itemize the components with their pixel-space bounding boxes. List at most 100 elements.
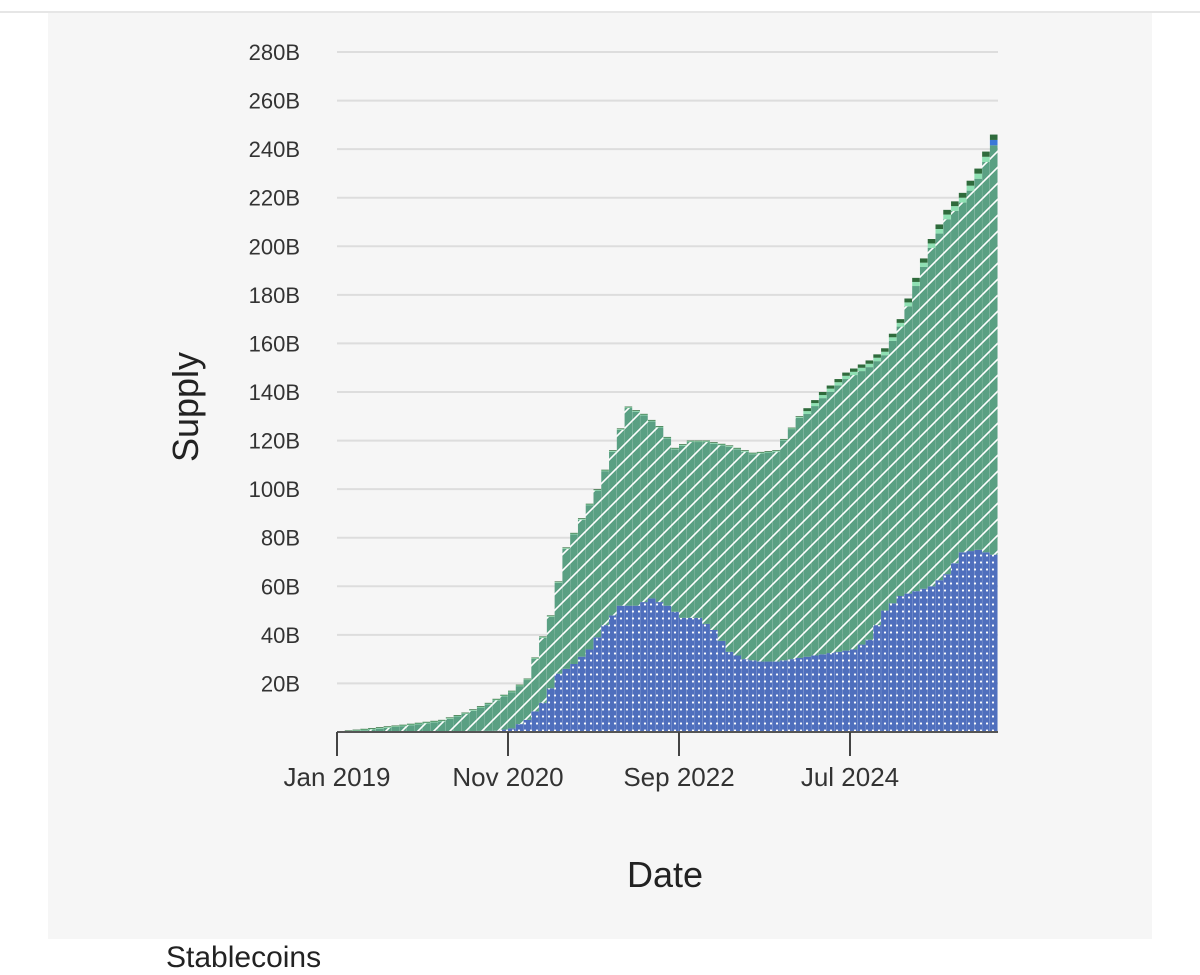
bar-series-3 [982, 157, 990, 162]
bar-series-2 [741, 452, 749, 659]
bar-series-2 [780, 440, 788, 660]
bar-series-2 [772, 452, 780, 662]
bar-series-3 [679, 445, 687, 446]
bar-series-3 [881, 352, 889, 355]
bar-series-5 [990, 135, 998, 140]
bar-series-5 [469, 709, 477, 710]
bar-series-3 [423, 723, 431, 724]
bar-series-1 [749, 660, 757, 732]
bar-series-2 [609, 452, 617, 616]
bar-series-5 [594, 489, 602, 490]
bar-series-2 [959, 203, 967, 553]
bar-series-2 [757, 453, 765, 661]
bar-series-2 [788, 429, 796, 659]
bar-series-5 [897, 319, 905, 323]
bar-series-5 [562, 547, 570, 548]
bar-series-1 [889, 603, 897, 732]
bar-series-2 [866, 367, 874, 640]
bar-series-3 [477, 707, 485, 708]
bar-series-1 [609, 615, 617, 732]
bar-series-3 [640, 415, 648, 416]
bar-series-1 [803, 657, 811, 732]
bar-series-5 [718, 444, 726, 445]
bar-series-2 [889, 341, 897, 603]
bar-series-3 [912, 282, 920, 286]
bar-series-3 [485, 704, 493, 705]
bar-series-1 [531, 711, 539, 732]
bar-series-3 [578, 519, 586, 520]
bar-series-2 [920, 267, 928, 589]
bar-series-2 [671, 449, 679, 611]
bar-series-3 [547, 616, 555, 617]
bar-series-1 [586, 649, 594, 732]
bar-series-5 [384, 726, 392, 727]
bar-series-5 [811, 400, 819, 403]
bar-series-2 [648, 421, 656, 598]
bar-series-3 [936, 229, 944, 234]
bar-series-5 [376, 727, 384, 728]
bar-series-2 [733, 449, 741, 655]
bar-series-3 [500, 695, 508, 696]
y-tick-labels: 20B40B60B80B100B120B140B160B180B200B220B… [249, 40, 300, 696]
bar-series-3 [555, 582, 563, 583]
bar-series-1 [897, 596, 905, 732]
bar-series-2 [850, 375, 858, 649]
bar-series-2 [679, 446, 687, 618]
bar-series-5 [803, 408, 811, 411]
bar-series-2 [943, 219, 951, 574]
bar-series-2 [819, 398, 827, 654]
bar-series-3 [687, 441, 695, 442]
bar-series-3 [376, 728, 384, 729]
bar-series-1 [881, 611, 889, 732]
bar-series-5 [555, 581, 563, 582]
bar-series-5 [461, 713, 469, 714]
bar-series-5 [601, 470, 609, 471]
bar-series-2 [827, 392, 835, 653]
bar-series-3 [399, 725, 407, 726]
bar-series-1 [702, 624, 710, 732]
bar-series-3 [811, 403, 819, 406]
bar-series-2 [858, 371, 866, 644]
bar-series-2 [632, 412, 640, 606]
bar-series-3 [858, 368, 866, 371]
bar-series-2 [594, 491, 602, 638]
bar-series-3 [695, 441, 703, 442]
bar-series-2 [796, 418, 804, 658]
axes [337, 732, 998, 756]
bar-series-5 [671, 448, 679, 449]
bar-series-2 [656, 427, 664, 602]
bar-series-5 [710, 442, 718, 443]
bar-series-3 [384, 727, 392, 728]
bar-series-2 [842, 379, 850, 651]
bar-series-2 [710, 444, 718, 630]
bar-series-5 [687, 441, 695, 442]
bar-series-5 [695, 441, 703, 442]
bar-series-1 [967, 551, 975, 732]
bar-series-3 [368, 729, 376, 730]
bar-series-5 [936, 224, 944, 229]
bar-series-1 [866, 640, 874, 732]
bar-series-5 [749, 453, 757, 454]
bar-series-3 [842, 376, 850, 379]
bar-series-2 [500, 696, 508, 729]
bar-series-1 [920, 589, 928, 732]
bar-series-1 [796, 658, 804, 732]
y-tick-label: 180B [249, 283, 300, 308]
bar-series-5 [912, 278, 920, 282]
bar-series-1 [555, 674, 563, 732]
bar-series-1 [741, 659, 749, 732]
bar-series-3 [671, 449, 679, 450]
bar-series-2 [881, 355, 889, 610]
bar-series-1 [850, 649, 858, 732]
bar-series-1 [765, 662, 773, 732]
bar-series-5 [648, 420, 656, 421]
y-tick-label: 80B [261, 526, 300, 551]
bar-series-3 [391, 726, 399, 727]
bar-series-1 [959, 552, 967, 732]
bar-series-5 [842, 373, 850, 376]
x-tick-label: Sep 2022 [623, 762, 734, 792]
bar-series-1 [788, 659, 796, 732]
bar-series-3 [360, 730, 368, 731]
bar-series-1 [928, 586, 936, 732]
bar-series-5 [492, 699, 500, 700]
